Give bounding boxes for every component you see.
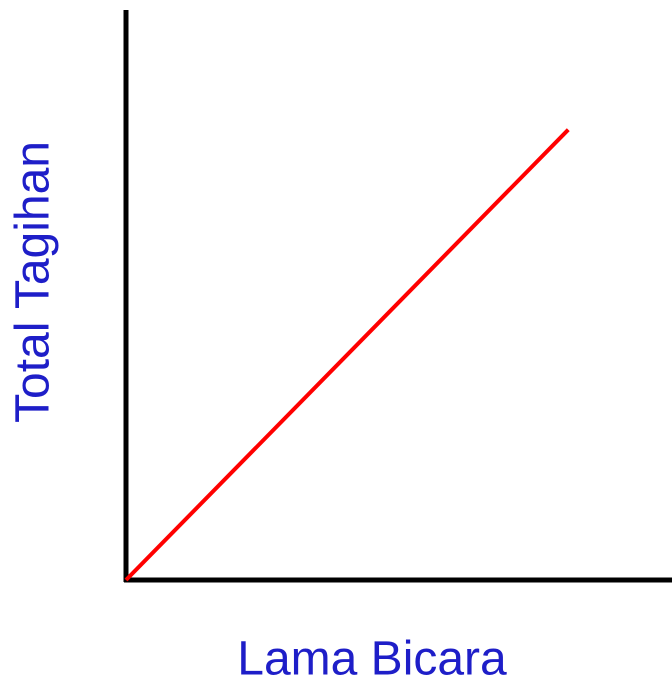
x-axis-label: Lama Bicara: [237, 633, 507, 686]
y-axis-label: Total Tagihan: [7, 141, 60, 423]
data-line: [124, 128, 570, 582]
